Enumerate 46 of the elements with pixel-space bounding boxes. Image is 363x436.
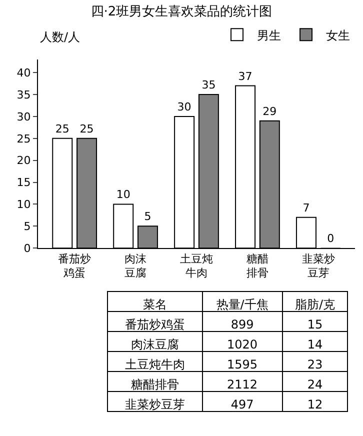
x-tick-label: 肉沫豆腐	[124, 252, 147, 280]
y-tick-label: 10	[16, 198, 31, 212]
data-label: 15	[307, 317, 323, 332]
series-label: 脂肪/克	[294, 297, 336, 312]
category-label: 土豆炖牛肉	[125, 357, 186, 372]
data-label: 37	[238, 70, 252, 83]
legend-label: 女生	[326, 28, 350, 42]
data-label: 25	[80, 122, 94, 136]
category-label: 韭菜炒豆芽	[125, 397, 186, 412]
y-tick-label: 15	[16, 176, 31, 190]
category-label: 糖醋排骨	[131, 377, 180, 392]
y-axis-title: 人数/人	[40, 30, 80, 44]
data-label: 497	[230, 397, 254, 412]
data-label: 25	[55, 122, 70, 136]
x-tick-label: 糖醋排骨	[246, 252, 268, 280]
data-label: 7	[302, 201, 310, 214]
data-label: 1020	[227, 337, 258, 352]
data-label: 14	[307, 337, 323, 352]
data-label: 899	[230, 317, 254, 332]
data-label: 35	[202, 78, 216, 92]
data-label: 2112	[227, 377, 258, 392]
y-tick-label: 5	[24, 220, 31, 233]
y-tick-label: 0	[24, 242, 31, 255]
data-label: 10	[116, 188, 130, 202]
legend-label: 男生	[257, 28, 281, 42]
x-tick-label: 番茄炒鸡蛋	[58, 252, 92, 280]
y-tick-label: 30	[16, 110, 31, 124]
text: 热量/千焦	[216, 297, 268, 312]
y-tick-label: 35	[16, 88, 31, 102]
data-label: 24	[307, 377, 323, 392]
text: 菜名	[143, 297, 168, 312]
x-tick-label: 土豆炖牛肉	[180, 252, 213, 280]
data-label: 30	[177, 100, 192, 114]
data-label: 0	[327, 232, 334, 246]
chart-title: 四·2班男女生喜欢菜品的统计图	[90, 4, 272, 20]
data-label: 1595	[227, 357, 258, 372]
data-label: 29	[262, 104, 277, 118]
y-tick-label: 25	[16, 132, 31, 146]
data-label: 23	[307, 357, 323, 372]
category-label: 番茄炒鸡蛋	[125, 317, 186, 332]
y-tick-label: 20	[16, 154, 31, 168]
y-tick-label: 40	[16, 66, 31, 80]
category-label: 肉沫豆腐	[131, 337, 180, 352]
data-label: 5	[144, 210, 152, 224]
x-tick-label: 韭菜炒豆芽	[302, 252, 335, 280]
data-label: 12	[307, 397, 323, 412]
